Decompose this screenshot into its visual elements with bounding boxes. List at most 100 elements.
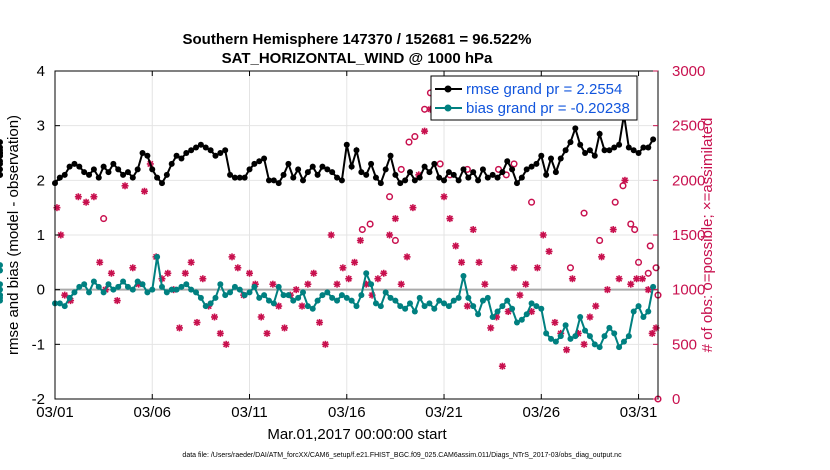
- obs-assimilated-marker: [107, 269, 115, 277]
- series-rmse-point: [441, 177, 448, 184]
- series-rmse-point: [606, 147, 613, 154]
- series-bias-point: [406, 300, 413, 307]
- series-rmse-point: [319, 163, 326, 170]
- series-bias-point: [0, 267, 3, 274]
- series-rmse-point: [300, 177, 307, 184]
- series-rmse-point: [197, 141, 204, 148]
- series-bias-point: [343, 294, 350, 301]
- series-rmse-point: [154, 174, 161, 181]
- series-bias-point: [523, 311, 530, 318]
- series-bias-point: [426, 300, 433, 307]
- series-bias-point: [591, 341, 598, 348]
- series-rmse-point: [353, 147, 360, 154]
- series-rmse-point: [158, 180, 165, 187]
- series-bias-point: [562, 322, 569, 329]
- obs-assimilated-marker: [409, 204, 417, 212]
- series-bias-point: [173, 286, 180, 293]
- series-bias-point: [397, 303, 404, 310]
- series-rmse-point: [338, 177, 345, 184]
- series-bias-point: [86, 289, 93, 296]
- series-rmse-point: [635, 150, 642, 156]
- series-rmse-point: [368, 160, 375, 167]
- y-right-tick-label: 2500: [672, 118, 705, 135]
- series-bias-point: [95, 283, 102, 290]
- series-bias-point: [261, 292, 268, 299]
- series-bias-point: [611, 330, 618, 337]
- obs-assimilated-marker: [615, 275, 623, 283]
- obs-assimilated-marker: [321, 340, 329, 348]
- obs-assimilated-marker: [374, 275, 382, 283]
- obs-assimilated-marker: [211, 313, 219, 321]
- series-lines: [0, 111, 657, 351]
- obs-assimilated-marker: [304, 280, 312, 288]
- obs-assimilated-marker: [533, 264, 541, 272]
- series-rmse-point: [450, 171, 457, 178]
- series-bias-point: [363, 270, 370, 277]
- obs-assimilated-marker: [281, 324, 289, 332]
- series-rmse-point: [538, 152, 545, 159]
- obs-assimilated-marker: [421, 127, 429, 135]
- series-rmse-point: [56, 174, 63, 181]
- series-bias-point: [193, 289, 200, 296]
- series-bias-point: [324, 289, 331, 296]
- series-bias-point: [163, 289, 170, 296]
- series-bias-point: [499, 303, 506, 310]
- x-axis-label: Mar.01,2017 00:00:00 start: [267, 426, 447, 443]
- series-bias-point: [183, 281, 190, 288]
- obs-assimilated-marker: [551, 318, 559, 326]
- series-bias-point: [528, 300, 535, 307]
- series-bias-point: [620, 338, 627, 345]
- obs-assimilated-marker: [175, 324, 183, 332]
- obs-possible-marker: [644, 269, 652, 277]
- series-bias-point: [431, 305, 438, 312]
- obs-assimilated-marker: [327, 231, 335, 239]
- y-right-tick-label: 1000: [672, 282, 705, 299]
- series-rmse-point: [222, 147, 229, 154]
- series-rmse-point: [625, 144, 632, 151]
- series-rmse-point: [402, 177, 409, 184]
- obs-assimilated-marker: [164, 269, 172, 277]
- series-bias-point: [129, 286, 136, 293]
- series-bias-point: [71, 289, 78, 296]
- obs-assimilated-marker: [652, 324, 660, 332]
- series-rmse-point: [207, 147, 214, 154]
- series-rmse-point: [611, 144, 618, 151]
- series-rmse-point: [358, 169, 365, 176]
- y-right-tick-label: 500: [672, 336, 697, 353]
- obs-assimilated-marker: [498, 362, 506, 370]
- obs-possible-marker: [652, 264, 660, 272]
- obs-assimilated-marker: [481, 280, 489, 288]
- series-bias-point: [275, 283, 282, 290]
- y-axis-right-label: # of obs: o=possible; ×=assimilated: [699, 118, 716, 353]
- series-bias-point: [202, 303, 209, 310]
- series-bias-point: [197, 294, 204, 301]
- series-bias-point: [158, 283, 165, 290]
- series-rmse-point: [392, 171, 399, 178]
- series-rmse-point: [645, 144, 652, 151]
- obs-assimilated-marker: [475, 258, 483, 266]
- series-rmse-point: [168, 160, 175, 167]
- obs-assimilated-marker: [351, 258, 359, 266]
- obs-assimilated-marker: [339, 264, 347, 272]
- series-bias-point: [124, 283, 131, 290]
- series-bias-point: [222, 292, 229, 299]
- series-bias-point: [416, 294, 423, 301]
- series-bias-point: [465, 294, 472, 301]
- series-bias-point: [90, 278, 97, 285]
- obs-possible-marker: [528, 198, 536, 206]
- series-bias-point: [645, 308, 652, 315]
- series-rmse-point: [246, 166, 253, 173]
- series-rmse-point: [120, 171, 127, 178]
- y-tick-label: 4: [37, 63, 45, 80]
- series-bias-point: [387, 294, 394, 301]
- obs-assimilated-marker: [257, 313, 265, 321]
- series-rmse-point: [0, 160, 3, 167]
- series-rmse-point: [397, 180, 404, 187]
- obs-possible-marker: [391, 236, 399, 245]
- series-bias-point: [475, 311, 482, 318]
- obs-assimilated-marker: [440, 193, 448, 201]
- series-rmse-point: [475, 177, 482, 184]
- series-bias-point: [231, 283, 238, 290]
- obs-assimilated-marker: [380, 269, 388, 277]
- obs-possible-marker: [580, 209, 588, 217]
